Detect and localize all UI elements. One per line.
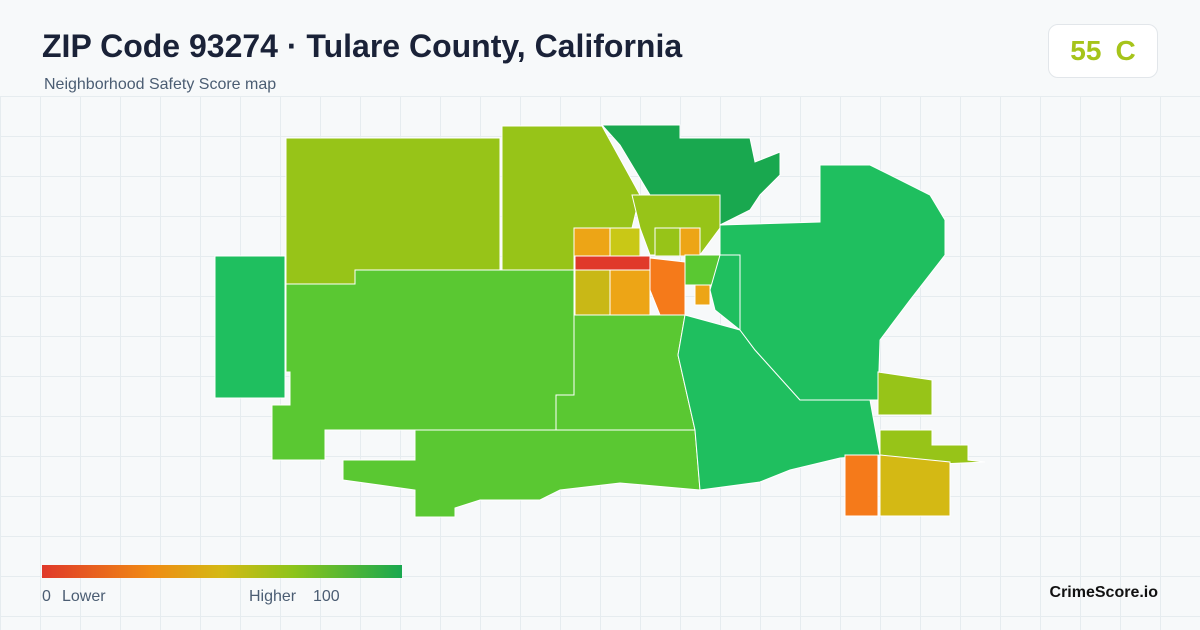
legend-min: 0 xyxy=(42,588,51,605)
subtitle: Neighborhood Safety Score map xyxy=(44,76,277,93)
area xyxy=(679,227,701,257)
score: 55 xyxy=(1070,35,1102,66)
legend-gradient xyxy=(42,565,402,578)
legend-max: 100 xyxy=(313,588,340,605)
legend-max-label: Higher xyxy=(249,588,297,605)
area xyxy=(654,227,681,257)
area xyxy=(877,371,933,416)
area xyxy=(844,454,879,517)
area xyxy=(555,314,696,431)
grade: C xyxy=(1115,35,1136,66)
area xyxy=(694,284,711,306)
area xyxy=(285,137,501,285)
area xyxy=(609,227,641,257)
area xyxy=(709,254,741,332)
area xyxy=(214,255,286,399)
header-band xyxy=(0,0,1200,96)
title: ZIP Code 93274 · Tulare County, Californ… xyxy=(42,28,683,64)
area xyxy=(609,269,651,316)
area xyxy=(573,227,611,257)
area xyxy=(574,269,611,316)
area xyxy=(574,255,651,271)
score-badge: 55 C xyxy=(1048,24,1158,78)
area xyxy=(879,454,951,517)
area xyxy=(649,257,686,316)
brand: CrimeScore.io xyxy=(1049,584,1158,601)
legend-min-label: Lower xyxy=(62,588,106,605)
